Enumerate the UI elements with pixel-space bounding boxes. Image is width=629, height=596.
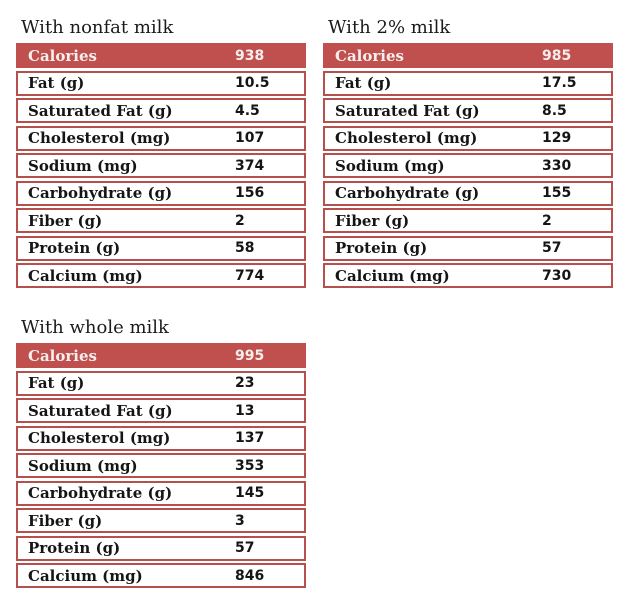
nutrient-label: Fiber (g): [28, 211, 103, 230]
nutrient-label: Carbohydrate (g): [335, 184, 480, 202]
nutrition-table-whole-milk: Calories 995 Fat (g) 23 Saturated Fat (g…: [16, 343, 306, 588]
table-row: Cholesterol (mg) 107: [16, 125, 306, 151]
nutrient-value: 107: [235, 130, 265, 146]
nutrient-label: Calcium (mg): [335, 266, 450, 285]
table-row: Saturated Fat (g) 13: [16, 398, 306, 423]
table-title: With 2% milk: [328, 17, 451, 38]
table-header-row: Calories 995: [16, 343, 306, 368]
nutrient-value: 3: [235, 512, 245, 529]
table-row: Saturated Fat (g) 8.5: [323, 98, 613, 123]
table-row: Fiber (g) 2: [16, 208, 306, 233]
nutrient-value: 2: [235, 212, 245, 229]
table-row: Calcium (mg) 730: [323, 263, 613, 288]
nutrient-label: Protein (g): [335, 239, 428, 257]
nutrient-value: 938: [235, 47, 265, 64]
nutrient-label: Saturated Fat (g): [28, 401, 173, 420]
table-row: Carbohydrate (g) 155: [323, 180, 613, 206]
nutrient-label: Calories: [28, 346, 97, 365]
nutrient-value: 2: [542, 212, 552, 229]
table-row: Cholesterol (mg) 137: [16, 425, 306, 451]
nutrient-label: Saturated Fat (g): [28, 101, 173, 120]
table-row: Sodium (mg) 353: [16, 453, 306, 478]
nutrient-label: Sodium (mg): [28, 456, 138, 475]
nutrition-table-nonfat-milk: Calories 938 Fat (g) 10.5 Saturated Fat …: [16, 43, 306, 288]
nutrient-label: Calcium (mg): [28, 566, 143, 585]
table-title: With nonfat milk: [21, 17, 174, 38]
table-row: Sodium (mg) 330: [323, 153, 613, 178]
nutrient-value: 156: [235, 185, 265, 201]
table-header-row: Calories 938: [16, 43, 306, 68]
nutrient-value: 23: [235, 375, 255, 391]
nutrient-label: Saturated Fat (g): [335, 101, 480, 120]
nutrition-block-whole-milk: With whole milk Calories 995 Fat (g) 23 …: [16, 316, 306, 588]
table-row: Protein (g) 58: [16, 235, 306, 261]
table-row: Fat (g) 17.5: [323, 70, 613, 96]
nutrient-label: Fiber (g): [335, 211, 410, 230]
table-row: Carbohydrate (g) 145: [16, 480, 306, 506]
nutrient-value: 4.5: [235, 102, 260, 119]
nutrient-value: 330: [542, 157, 572, 174]
table-row: Cholesterol (mg) 129: [323, 125, 613, 151]
nutrient-value: 374: [235, 157, 265, 174]
nutrition-table-2pct-milk: Calories 985 Fat (g) 17.5 Saturated Fat …: [323, 43, 613, 288]
table-row: Protein (g) 57: [16, 535, 306, 561]
nutrition-block-nonfat-milk: With nonfat milk Calories 938 Fat (g) 10…: [16, 16, 306, 288]
nutrient-value: 8.5: [542, 102, 567, 119]
nutrient-label: Protein (g): [28, 239, 121, 257]
nutrient-value: 145: [235, 485, 265, 501]
table-row: Carbohydrate (g) 156: [16, 180, 306, 206]
nutrient-value: 730: [542, 267, 572, 284]
nutrient-label: Cholesterol (mg): [335, 129, 478, 147]
nutrient-value: 995: [235, 347, 265, 364]
nutrient-value: 353: [235, 457, 265, 474]
nutrient-label: Fat (g): [28, 74, 85, 92]
nutrient-value: 129: [542, 130, 572, 146]
nutrient-value: 985: [542, 47, 572, 64]
table-row: Protein (g) 57: [323, 235, 613, 261]
table-row: Calcium (mg) 846: [16, 563, 306, 588]
table-row: Calcium (mg) 774: [16, 263, 306, 288]
nutrient-label: Calories: [28, 46, 97, 65]
nutrient-value: 57: [542, 240, 562, 256]
nutrition-block-2pct-milk: With 2% milk Calories 985 Fat (g) 17.5 S…: [323, 16, 613, 288]
nutrient-value: 155: [542, 185, 572, 201]
nutrient-label: Carbohydrate (g): [28, 484, 173, 502]
nutrient-value: 10.5: [235, 75, 270, 91]
table-title: With whole milk: [21, 317, 169, 338]
nutrient-label: Sodium (mg): [335, 156, 445, 175]
table-header-row: Calories 985: [323, 43, 613, 68]
table-row: Fat (g) 23: [16, 370, 306, 396]
nutrient-label: Protein (g): [28, 539, 121, 557]
nutrient-label: Fiber (g): [28, 511, 103, 530]
nutrient-label: Calcium (mg): [28, 266, 143, 285]
nutrient-label: Sodium (mg): [28, 156, 138, 175]
nutrient-value: 58: [235, 240, 255, 256]
table-row: Sodium (mg) 374: [16, 153, 306, 178]
table-row: Fat (g) 10.5: [16, 70, 306, 96]
table-row: Fiber (g) 3: [16, 508, 306, 533]
table-row: Saturated Fat (g) 4.5: [16, 98, 306, 123]
nutrient-label: Carbohydrate (g): [28, 184, 173, 202]
table-row: Fiber (g) 2: [323, 208, 613, 233]
nutrient-label: Fat (g): [335, 74, 392, 92]
nutrient-label: Cholesterol (mg): [28, 129, 171, 147]
nutrient-value: 13: [235, 402, 255, 419]
nutrient-value: 774: [235, 267, 265, 284]
nutrient-label: Calories: [335, 46, 404, 65]
nutrient-value: 137: [235, 430, 265, 446]
nutrient-value: 57: [235, 540, 255, 556]
nutrient-label: Fat (g): [28, 374, 85, 392]
nutrient-value: 17.5: [542, 75, 577, 91]
nutrient-label: Cholesterol (mg): [28, 429, 171, 447]
nutrient-value: 846: [235, 567, 265, 584]
